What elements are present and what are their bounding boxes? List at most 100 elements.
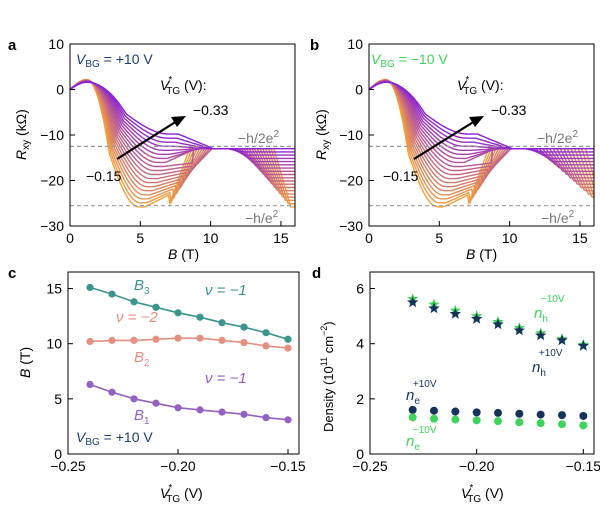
data-point-n_e^{+10V}	[408, 405, 417, 414]
data-point-n_e^{+10V}	[558, 411, 566, 420]
data-point-n_h^{+10V}	[535, 329, 547, 341]
panel-d-ylabel: Density (1011 cm−2)	[319, 321, 336, 432]
data-point-B1	[240, 410, 248, 418]
hall-trace	[69, 81, 295, 150]
hall-trace	[368, 80, 594, 176]
data-point-B3	[152, 303, 160, 311]
data-point-n_e^{-10V}	[451, 415, 460, 424]
y-tick-label: 0	[56, 82, 64, 98]
panel-b-h2e2-label: −h/2e2	[537, 129, 578, 146]
panel-c-vbg-label: VBG = +10 V	[76, 429, 153, 448]
y-tick-label: 0	[355, 82, 363, 98]
x-tick-label: 15	[572, 230, 588, 246]
data-point-n_h^{+10V}	[407, 296, 419, 308]
panel-b-he2-label: −h/e2	[541, 209, 575, 226]
panel-d-xticks: −0.25 −0.20 −0.15	[352, 449, 600, 474]
panel-a-arrow-end-label: −0.33	[193, 102, 229, 118]
y-tick-label: 10	[48, 36, 64, 52]
data-point-n_e^{-10V}	[558, 420, 566, 429]
hall-trace	[69, 79, 295, 182]
panel-d-nh-pos-label: nh+10V	[532, 348, 563, 379]
hall-trace	[69, 81, 295, 156]
series-line-B2	[89, 337, 289, 349]
panel-d-label: d	[312, 265, 321, 282]
series-line-B1	[89, 383, 289, 421]
data-point-B3	[284, 335, 292, 343]
data-point-B2	[196, 334, 204, 342]
data-point-n_h^{+10V}	[556, 334, 568, 346]
x-tick-label: −0.15	[566, 458, 600, 474]
hall-trace	[69, 80, 295, 179]
panel-a-he2-label: −h/e2	[245, 209, 279, 226]
data-point-B3	[196, 313, 204, 321]
panel-b-arrow-head	[469, 116, 484, 127]
hall-trace	[368, 80, 594, 179]
hall-trace	[368, 80, 594, 166]
y-tick-label: 10	[347, 36, 363, 52]
data-point-B3	[130, 298, 138, 306]
data-point-n_e^{+10V}	[494, 408, 502, 417]
x-tick-label: −0.25	[50, 458, 86, 474]
panel-b-arrow-shaft	[413, 120, 476, 160]
panel-a-h2e2-label: −h/2e2	[238, 129, 279, 146]
x-tick-label: 0	[66, 230, 74, 246]
data-point-n_h^{+10V}	[471, 312, 483, 324]
data-point-B2	[284, 344, 292, 352]
x-tick-label: 10	[502, 230, 518, 246]
data-point-B3	[262, 329, 270, 337]
data-point-B1	[284, 416, 292, 424]
hall-trace	[69, 80, 295, 163]
hall-trace	[69, 79, 295, 185]
panel-d-ne-neg-label: ne−10V	[406, 425, 437, 453]
panel-a-label: a	[8, 37, 17, 54]
panel-b-xticks: 0 5 10 15	[365, 221, 588, 246]
data-point-B2	[174, 334, 182, 342]
panel-b-vbg-label: VBG = −10 V	[371, 51, 448, 70]
panel-c-b1-label: B1	[134, 407, 150, 427]
y-tick-label: −10	[339, 127, 363, 143]
data-point-n_e^{-10V}	[430, 414, 438, 423]
hall-trace	[69, 81, 295, 153]
data-point-B1	[152, 399, 160, 407]
hall-trace	[368, 81, 594, 153]
panel-c-series	[86, 283, 292, 424]
panel-c-frame	[67, 271, 300, 455]
data-point-n_e^{-10V}	[472, 416, 481, 425]
hall-trace	[69, 80, 295, 166]
data-point-n_e^{-10V}	[408, 413, 417, 422]
panel-c-label: c	[8, 265, 16, 282]
panel-b-ylabel: Rxy (kΩ)	[313, 109, 332, 160]
data-point-n_e^{-10V}	[579, 421, 588, 430]
panel-a-arrow-shaft	[116, 120, 178, 160]
panel-d: −0.25 −0.20 −0.15 0 2 4 6 nh−10V nh+10V ne+10…	[319, 271, 600, 505]
data-point-B2	[86, 337, 94, 346]
panel-c-xticks: −0.25 −0.20 −0.15	[50, 449, 306, 474]
data-point-n_h^{+10V}	[428, 302, 440, 314]
panel-b-traces	[368, 78, 595, 208]
panel-b-arrow-end-label: −0.33	[491, 102, 527, 118]
data-point-n_h^{+10V}	[513, 324, 525, 336]
data-point-n_h^{+10V}	[577, 339, 589, 351]
y-tick-label: 10	[46, 336, 62, 352]
series-line-B3	[89, 286, 289, 341]
panel-c-b3-label: B3	[134, 277, 150, 297]
y-tick-label: 2	[356, 391, 364, 407]
y-tick-label: −20	[339, 173, 363, 189]
x-tick-label: −0.20	[459, 458, 495, 474]
hall-trace	[368, 80, 594, 163]
x-tick-label: −0.15	[270, 458, 306, 474]
panel-b-arrow-start-label: −0.15	[383, 168, 419, 184]
panel-d-nh-neg-label: nh−10V	[534, 294, 565, 325]
data-point-B1	[262, 414, 270, 422]
panel-c-yticks: 0 5 10 15	[46, 281, 73, 462]
data-point-n_e^{+10V}	[536, 410, 545, 419]
panel-d-series	[407, 293, 589, 430]
y-tick-label: −30	[40, 218, 64, 234]
panel-b-vtg-legend: V* TG (V):	[457, 75, 504, 97]
panel-a-traces	[69, 78, 295, 208]
x-tick-label: −0.25	[352, 458, 388, 474]
hall-trace	[368, 80, 594, 172]
data-point-n_e^{-10V}	[536, 419, 545, 428]
